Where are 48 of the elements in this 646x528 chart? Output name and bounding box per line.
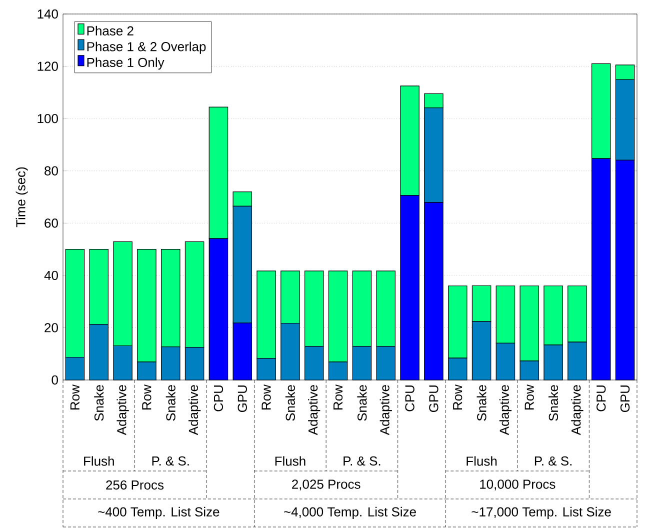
- y-axis-title: Time (sec): [16, 167, 28, 228]
- x-tick-label: Adaptive: [380, 385, 392, 436]
- x-tick-label: Row: [262, 384, 271, 410]
- y-tick-label: 100: [38, 114, 58, 124]
- text: 256 Procs: [106, 480, 164, 490]
- legend-label: Phase 2: [87, 26, 134, 36]
- x-tick-label: Row: [524, 384, 534, 410]
- text: ~17,000 Temp. List Size: [472, 506, 611, 520]
- x-tick-label: CPU: [405, 386, 414, 412]
- y-tick-label: 140: [38, 9, 58, 19]
- x-tick-label: Adaptive: [499, 385, 512, 436]
- x-tick-label: Snake: [285, 385, 295, 421]
- x-tick-label: Adaptive: [571, 385, 584, 436]
- text: 10,000 Procs: [480, 480, 556, 490]
- legend-label: Phase 1 & 2 Overlap: [87, 42, 206, 54]
- legend-label: Phase 1 Only: [87, 58, 164, 70]
- x-tick-label: Adaptive: [188, 385, 201, 436]
- y-tick-label: 20: [44, 323, 58, 332]
- text: ~4,000 Temp. List Size: [284, 506, 416, 520]
- text: P. & S.: [344, 456, 380, 466]
- text: Flush: [466, 456, 497, 466]
- x-tick-label: Adaptive: [116, 385, 129, 436]
- text: Flush: [84, 456, 114, 466]
- x-tick-label: Snake: [166, 385, 176, 421]
- x-tick-label: GPU: [238, 386, 247, 412]
- y-tick-label: 0: [52, 375, 58, 385]
- x-tick-label: CPU: [596, 386, 606, 412]
- x-tick-label: Snake: [94, 385, 104, 421]
- y-tick-label: 60: [44, 218, 58, 228]
- x-tick-label: Snake: [357, 385, 367, 421]
- text: P. & S.: [152, 456, 189, 466]
- text: ~400 Temp. List Size: [98, 506, 220, 520]
- x-tick-label: Snake: [476, 385, 486, 421]
- x-tick-label: Snake: [548, 385, 558, 421]
- x-tick-label: GPU: [620, 386, 630, 412]
- text: P. & S.: [534, 456, 572, 466]
- x-tick-label: CPU: [214, 386, 224, 412]
- y-tick-label: 120: [38, 62, 58, 71]
- x-tick-label: Row: [334, 384, 343, 410]
- text: 2,025 Procs: [292, 480, 360, 490]
- x-tick-label: Row: [70, 384, 80, 410]
- x-tick-label: Adaptive: [308, 385, 320, 436]
- x-tick-label: Row: [453, 384, 462, 410]
- text: Flush: [275, 456, 306, 466]
- x-tick-label: GPU: [429, 386, 438, 412]
- x-tick-label: Row: [142, 384, 152, 410]
- y-tick-label: 80: [44, 166, 58, 176]
- y-tick-label: 40: [44, 270, 58, 280]
